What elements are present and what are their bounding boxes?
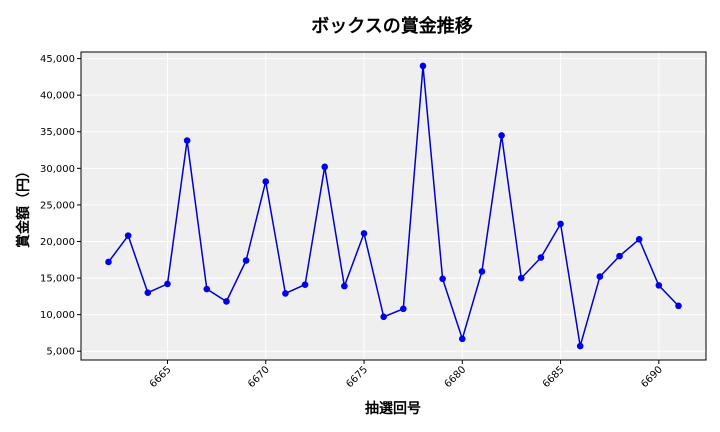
data-point [635, 235, 643, 243]
y-tick-label: 5,000 [46, 347, 75, 358]
x-tick-label: 6680 [443, 364, 469, 390]
data-point [242, 257, 250, 264]
data-point [537, 254, 545, 261]
y-tick-label: 10,000 [40, 310, 75, 321]
data-point [124, 232, 132, 239]
data-point [576, 342, 584, 350]
data-point [439, 275, 446, 283]
plot-area [80, 51, 707, 361]
x-axis: 6665 6670 6675 6680 6685 6690 [148, 360, 665, 390]
data-point [557, 220, 564, 228]
data-point [360, 230, 368, 237]
data-point [321, 163, 329, 171]
data-point [596, 273, 604, 280]
plot-frame [80, 51, 707, 361]
data-point [282, 290, 289, 297]
data-point [458, 335, 466, 343]
y-tick-label: 25,000 [40, 200, 75, 211]
data-point [164, 280, 171, 288]
y-axis-label: 賞金額（円） [15, 164, 32, 248]
data-point [616, 252, 623, 260]
y-tick-label: 45,000 [40, 54, 75, 65]
data-point [223, 298, 230, 305]
data-point [105, 258, 112, 266]
data-point [400, 305, 407, 313]
series-line [107, 65, 680, 347]
y-tick-label: 40,000 [40, 91, 75, 102]
y-tick-label: 15,000 [40, 274, 75, 285]
x-axis-label: 抽選回号 [365, 400, 421, 417]
chart-title: ボックスの賞金推移 [311, 15, 472, 37]
data-point [341, 282, 348, 290]
data-points [105, 62, 682, 350]
y-tick-label: 30,000 [40, 164, 75, 175]
data-point [183, 137, 191, 144]
data-point [655, 282, 663, 289]
x-tick-label: 6670 [246, 364, 272, 390]
x-tick-label: 6690 [639, 364, 665, 390]
data-point [478, 268, 486, 275]
y-tick-label: 20,000 [40, 237, 75, 248]
data-point [675, 302, 682, 310]
data-point [380, 313, 387, 321]
data-point [419, 62, 427, 70]
y-axis: 5,000 10,000 15,000 20,000 25,000 30,000 35,00… [40, 54, 81, 358]
data-point [301, 281, 309, 288]
x-tick-label: 6665 [148, 364, 174, 390]
data-point [144, 289, 152, 296]
data-point [498, 132, 505, 139]
data-point [203, 285, 211, 293]
grid [81, 52, 706, 360]
data-point [262, 178, 270, 185]
x-tick-label: 6675 [344, 364, 370, 390]
x-tick-label: 6685 [541, 364, 567, 390]
data-point [517, 274, 525, 282]
y-tick-label: 35,000 [40, 127, 75, 138]
